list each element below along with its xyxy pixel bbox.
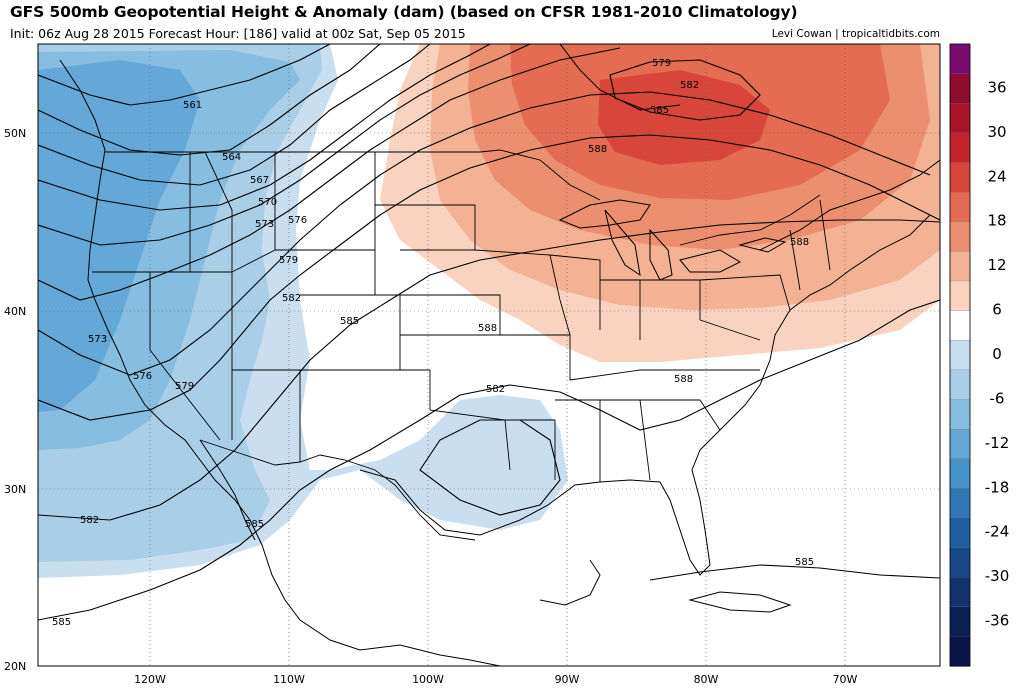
colorbar-swatch xyxy=(949,488,971,519)
map-frame xyxy=(37,43,941,667)
colorbar-tick-label: -24 xyxy=(985,523,1010,541)
lon-label: 120W xyxy=(134,673,166,686)
map-credit: Levi Cowan | tropicaltidbits.com xyxy=(771,28,940,40)
colorbar-swatch xyxy=(949,103,971,134)
colorbar-frame xyxy=(949,43,971,667)
contour-label: 588 xyxy=(588,144,607,155)
contour-label: 585 xyxy=(52,617,71,628)
contour-label: 576 xyxy=(133,371,152,382)
colorbar-swatch xyxy=(949,517,971,549)
contour-label: 582 xyxy=(680,80,699,91)
colorbar-swatch xyxy=(949,132,971,164)
colorbar-tick-label: 6 xyxy=(992,301,1002,319)
colorbar-tick-label: 12 xyxy=(987,256,1006,274)
contour-label: 585 xyxy=(650,105,669,116)
lon-label: 110W xyxy=(273,673,305,686)
lat-label: 20N xyxy=(4,660,26,673)
lon-label: 80W xyxy=(694,673,719,686)
colorbar-swatch xyxy=(949,251,971,282)
contour-label: 585 xyxy=(340,316,359,327)
contour-label: 582 xyxy=(486,384,505,395)
colorbar-swatch xyxy=(949,576,971,608)
lat-label: 50N xyxy=(4,127,26,140)
lon-label: 90W xyxy=(555,673,580,686)
colorbar-swatch xyxy=(949,191,971,223)
coastlines xyxy=(59,44,940,666)
colorbar-tick-label: 24 xyxy=(987,167,1006,185)
contour-labels: 561 564 567 570 573 576 579 582 585 588 … xyxy=(52,58,814,628)
contour-label: 573 xyxy=(255,219,274,230)
lon-label: 100W xyxy=(412,673,444,686)
contour-label: 585 xyxy=(245,519,264,530)
contour-label: 588 xyxy=(478,323,497,334)
contour-label: 564 xyxy=(222,152,241,163)
colorbar-tick-label: -12 xyxy=(985,434,1010,452)
colorbar-tick-label: 36 xyxy=(987,78,1006,96)
colorbar-swatch xyxy=(949,606,971,638)
lat-label: 40N xyxy=(4,305,26,318)
colorbar xyxy=(949,43,971,667)
contour-label: 567 xyxy=(250,175,269,186)
colorbar-tick-label: 0 xyxy=(992,345,1002,363)
colorbar-swatch xyxy=(949,547,971,578)
contour-label: 585 xyxy=(795,557,814,568)
colorbar-tick-label: -6 xyxy=(990,389,1005,407)
colorbar-swatch xyxy=(949,162,971,193)
colorbar-tick-label: 18 xyxy=(987,212,1006,230)
contour-label: 579 xyxy=(279,255,298,266)
contour-label: 576 xyxy=(288,215,307,226)
map-subtitle: Init: 06z Aug 28 2015 Forecast Hour: [18… xyxy=(10,26,466,41)
colorbar-tick-label: -36 xyxy=(985,612,1010,630)
contour-label: 573 xyxy=(88,334,107,345)
lon-label: 70W xyxy=(833,673,858,686)
contour-label: 561 xyxy=(183,100,202,111)
height-contours xyxy=(38,44,940,621)
negative-anomaly-core xyxy=(38,60,200,412)
colorbar-swatch xyxy=(949,280,971,312)
colorbar-swatch xyxy=(949,428,971,460)
colorbar-swatch xyxy=(949,73,971,104)
contour-label: 582 xyxy=(282,293,301,304)
colorbar-tick-label: -18 xyxy=(985,478,1010,496)
colorbar-swatch xyxy=(949,221,971,252)
colorbar-swatch xyxy=(949,636,971,667)
map-title: GFS 500mb Geopotential Height & Anomaly … xyxy=(10,3,798,21)
contour-label: 582 xyxy=(80,515,99,526)
colorbar-swatch xyxy=(949,458,971,489)
political-borders xyxy=(92,149,831,541)
colorbar-swatch xyxy=(949,399,971,430)
colorbar-tick-label: -30 xyxy=(985,567,1010,585)
colorbar-swatch xyxy=(949,340,971,371)
colorbar-tick-label: 30 xyxy=(987,123,1006,141)
lat-label: 30N xyxy=(4,483,26,496)
contour-label: 588 xyxy=(674,374,693,385)
colorbar-swatch xyxy=(949,43,971,75)
colorbar-swatch xyxy=(949,310,971,341)
contour-label: 588 xyxy=(790,237,809,248)
contour-label: 579 xyxy=(175,381,194,392)
contour-label: 579 xyxy=(652,58,671,69)
latitude-labels: 50N 40N 30N 20N xyxy=(4,127,26,673)
longitude-labels: 120W 110W 100W 90W 80W 70W xyxy=(134,673,857,686)
colorbar-ticks: 36 30 24 18 12 6 0 -6 -12 -18 -24 -30 -36 xyxy=(985,78,1010,629)
colorbar-swatch xyxy=(949,369,971,401)
contour-label: 570 xyxy=(258,197,277,208)
